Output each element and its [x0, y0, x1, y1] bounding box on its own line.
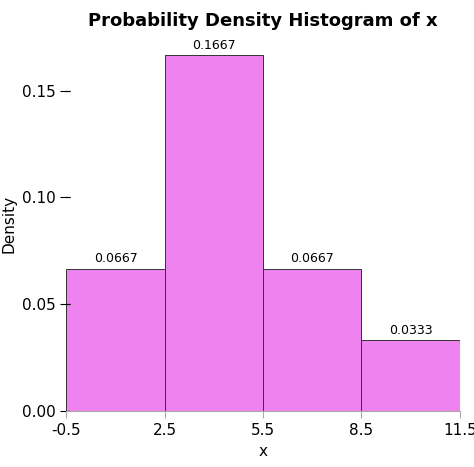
Bar	[164, 55, 263, 411]
Title: Probability Density Histogram of x: Probability Density Histogram of x	[88, 12, 438, 30]
Bar	[66, 269, 164, 411]
Y-axis label: Density: Density	[1, 195, 17, 253]
Text: 0.0667: 0.0667	[94, 252, 137, 265]
Text: 0.1667: 0.1667	[192, 39, 236, 52]
X-axis label: x: x	[259, 444, 267, 459]
Text: 0.0667: 0.0667	[291, 252, 334, 265]
Text: 0.0333: 0.0333	[389, 324, 432, 337]
Bar	[361, 340, 460, 411]
Bar	[263, 269, 361, 411]
